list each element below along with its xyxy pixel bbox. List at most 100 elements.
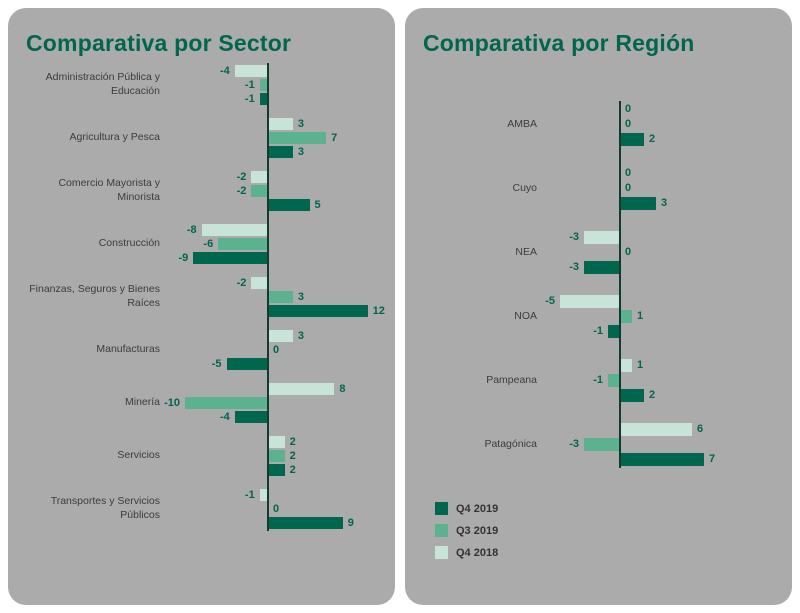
category-label: Administración Pública y Educación — [45, 71, 160, 97]
bar — [584, 261, 620, 274]
bar-value-label: 2 — [649, 389, 656, 401]
bar-row: -9 — [170, 252, 383, 264]
bar-row: -5 — [170, 358, 383, 370]
bar-value-label: 3 — [297, 146, 305, 158]
category-label: Transportes y Servicios Públicos — [50, 495, 160, 521]
bar-value-label: -8 — [186, 224, 197, 236]
bar-value-label: -4 — [220, 65, 230, 77]
bar-value-label: -9 — [178, 252, 189, 264]
bar-value-label: 1 — [637, 310, 644, 322]
bar-row: -2 — [170, 185, 383, 197]
bar-row: 3 — [170, 146, 383, 158]
bar-value-label: 8 — [339, 383, 346, 395]
bar-row: -8 — [170, 224, 383, 236]
bar-value-label: -10 — [164, 397, 180, 409]
legend-item: Q3 2019 — [435, 524, 780, 537]
bar — [201, 224, 268, 236]
bar-row: -1 — [170, 489, 383, 501]
category-bars: 3 0 -5 — [170, 330, 383, 370]
bar — [620, 389, 644, 402]
category-group: Pampeana 1 -1 2 — [417, 359, 780, 402]
category-bars: 2 2 2 — [170, 436, 383, 476]
bar-row: 2 — [547, 389, 780, 402]
sector-panel: Comparativa por Sector Administración Pú… — [8, 8, 395, 605]
bar-row: 3 — [547, 197, 780, 210]
category-bars: -8 -6 -9 — [170, 224, 383, 264]
bar-row: 0 — [547, 167, 780, 180]
bar — [268, 517, 343, 529]
bar-row: -2 — [170, 277, 383, 289]
bar-row: 0 — [547, 246, 780, 259]
category-label: NEA — [515, 245, 537, 258]
category-group: Cuyo 0 0 3 — [417, 167, 780, 210]
bar-row: 0 — [547, 118, 780, 131]
bar-row: -3 — [547, 438, 780, 451]
category-group: Manufacturas 3 0 -5 — [20, 330, 383, 370]
bar — [193, 252, 268, 264]
bar-value-label: 2 — [289, 464, 296, 476]
bar-row: -4 — [170, 65, 383, 77]
bar-value-label: -1 — [593, 325, 603, 337]
bar-value-label: 2 — [289, 436, 296, 448]
bar — [584, 438, 620, 451]
bar-row: -3 — [547, 261, 780, 274]
bar — [620, 453, 704, 466]
bar-row: 0 — [547, 182, 780, 195]
category-bars: -2 -2 5 — [170, 171, 383, 211]
bar-row: -1 — [170, 93, 383, 105]
sector-chart: Administración Pública y Educación -4 -1 -1… — [20, 63, 385, 531]
bar — [218, 238, 268, 250]
bar — [620, 197, 656, 210]
legend-label: Q4 2018 — [456, 546, 499, 559]
bar — [268, 330, 293, 342]
category-label: Minería — [124, 396, 160, 409]
bar-row: 8 — [170, 383, 383, 395]
sector-chart-title: Comparativa por Sector — [26, 30, 292, 56]
legend-label: Q4 2019 — [456, 502, 499, 515]
bar-value-label: -1 — [244, 79, 255, 91]
legend-swatch-q4-2019 — [435, 502, 448, 515]
bar-value-label: 5 — [314, 199, 321, 211]
category-bars: 3 7 3 — [170, 118, 383, 158]
bar-row: 1 — [547, 359, 780, 372]
category-label: Finanzas, Seguros y Bienes Raíces — [29, 283, 160, 309]
bar-value-label: 2 — [289, 450, 296, 462]
bar-value-label: -4 — [220, 411, 230, 423]
category-bars: -2 3 12 — [170, 277, 385, 317]
bar-row: 6 — [547, 423, 780, 436]
bar-value-label: 0 — [625, 167, 632, 179]
bar-row: -3 — [547, 231, 780, 244]
bar-row: 2 — [170, 450, 383, 462]
bar — [620, 310, 632, 323]
category-group: Minería 8 -10 -4 — [20, 383, 383, 423]
category-group: NEA -3 0 -3 — [417, 231, 780, 274]
bar — [251, 277, 268, 289]
category-group: NOA -5 1 -1 — [417, 295, 780, 338]
bar — [608, 325, 620, 338]
zero-axis-line — [267, 63, 269, 531]
bar — [268, 118, 293, 130]
legend: Q4 2019 Q3 2019 Q4 2018 — [435, 502, 780, 559]
bar-value-label: 9 — [347, 517, 354, 529]
bar-row: 3 — [170, 291, 383, 303]
bar-row: -10 — [164, 397, 383, 409]
bar-value-label: -3 — [569, 438, 579, 450]
category-label: Comercio Mayorista y Minorista — [58, 177, 160, 203]
legend-item: Q4 2018 — [435, 546, 780, 559]
bar-value-label: 0 — [625, 103, 632, 115]
bar — [268, 383, 335, 395]
bar-value-label: -2 — [236, 185, 247, 197]
category-label: Pampeana — [486, 373, 537, 386]
bar-value-label: 0 — [273, 344, 280, 356]
bar-value-label: -1 — [244, 489, 255, 501]
region-chart-title: Comparativa por Región — [423, 30, 695, 56]
category-group: Servicios 2 2 2 — [20, 436, 383, 476]
bar-value-label: -2 — [236, 277, 247, 289]
bar-row: 0 — [170, 503, 383, 515]
category-label: NOA — [514, 309, 537, 322]
bar-value-label: 7 — [709, 453, 716, 465]
bar — [268, 464, 285, 476]
bar-row: 7 — [547, 453, 780, 466]
bar — [268, 199, 310, 211]
bar-value-label: -5 — [211, 358, 222, 370]
